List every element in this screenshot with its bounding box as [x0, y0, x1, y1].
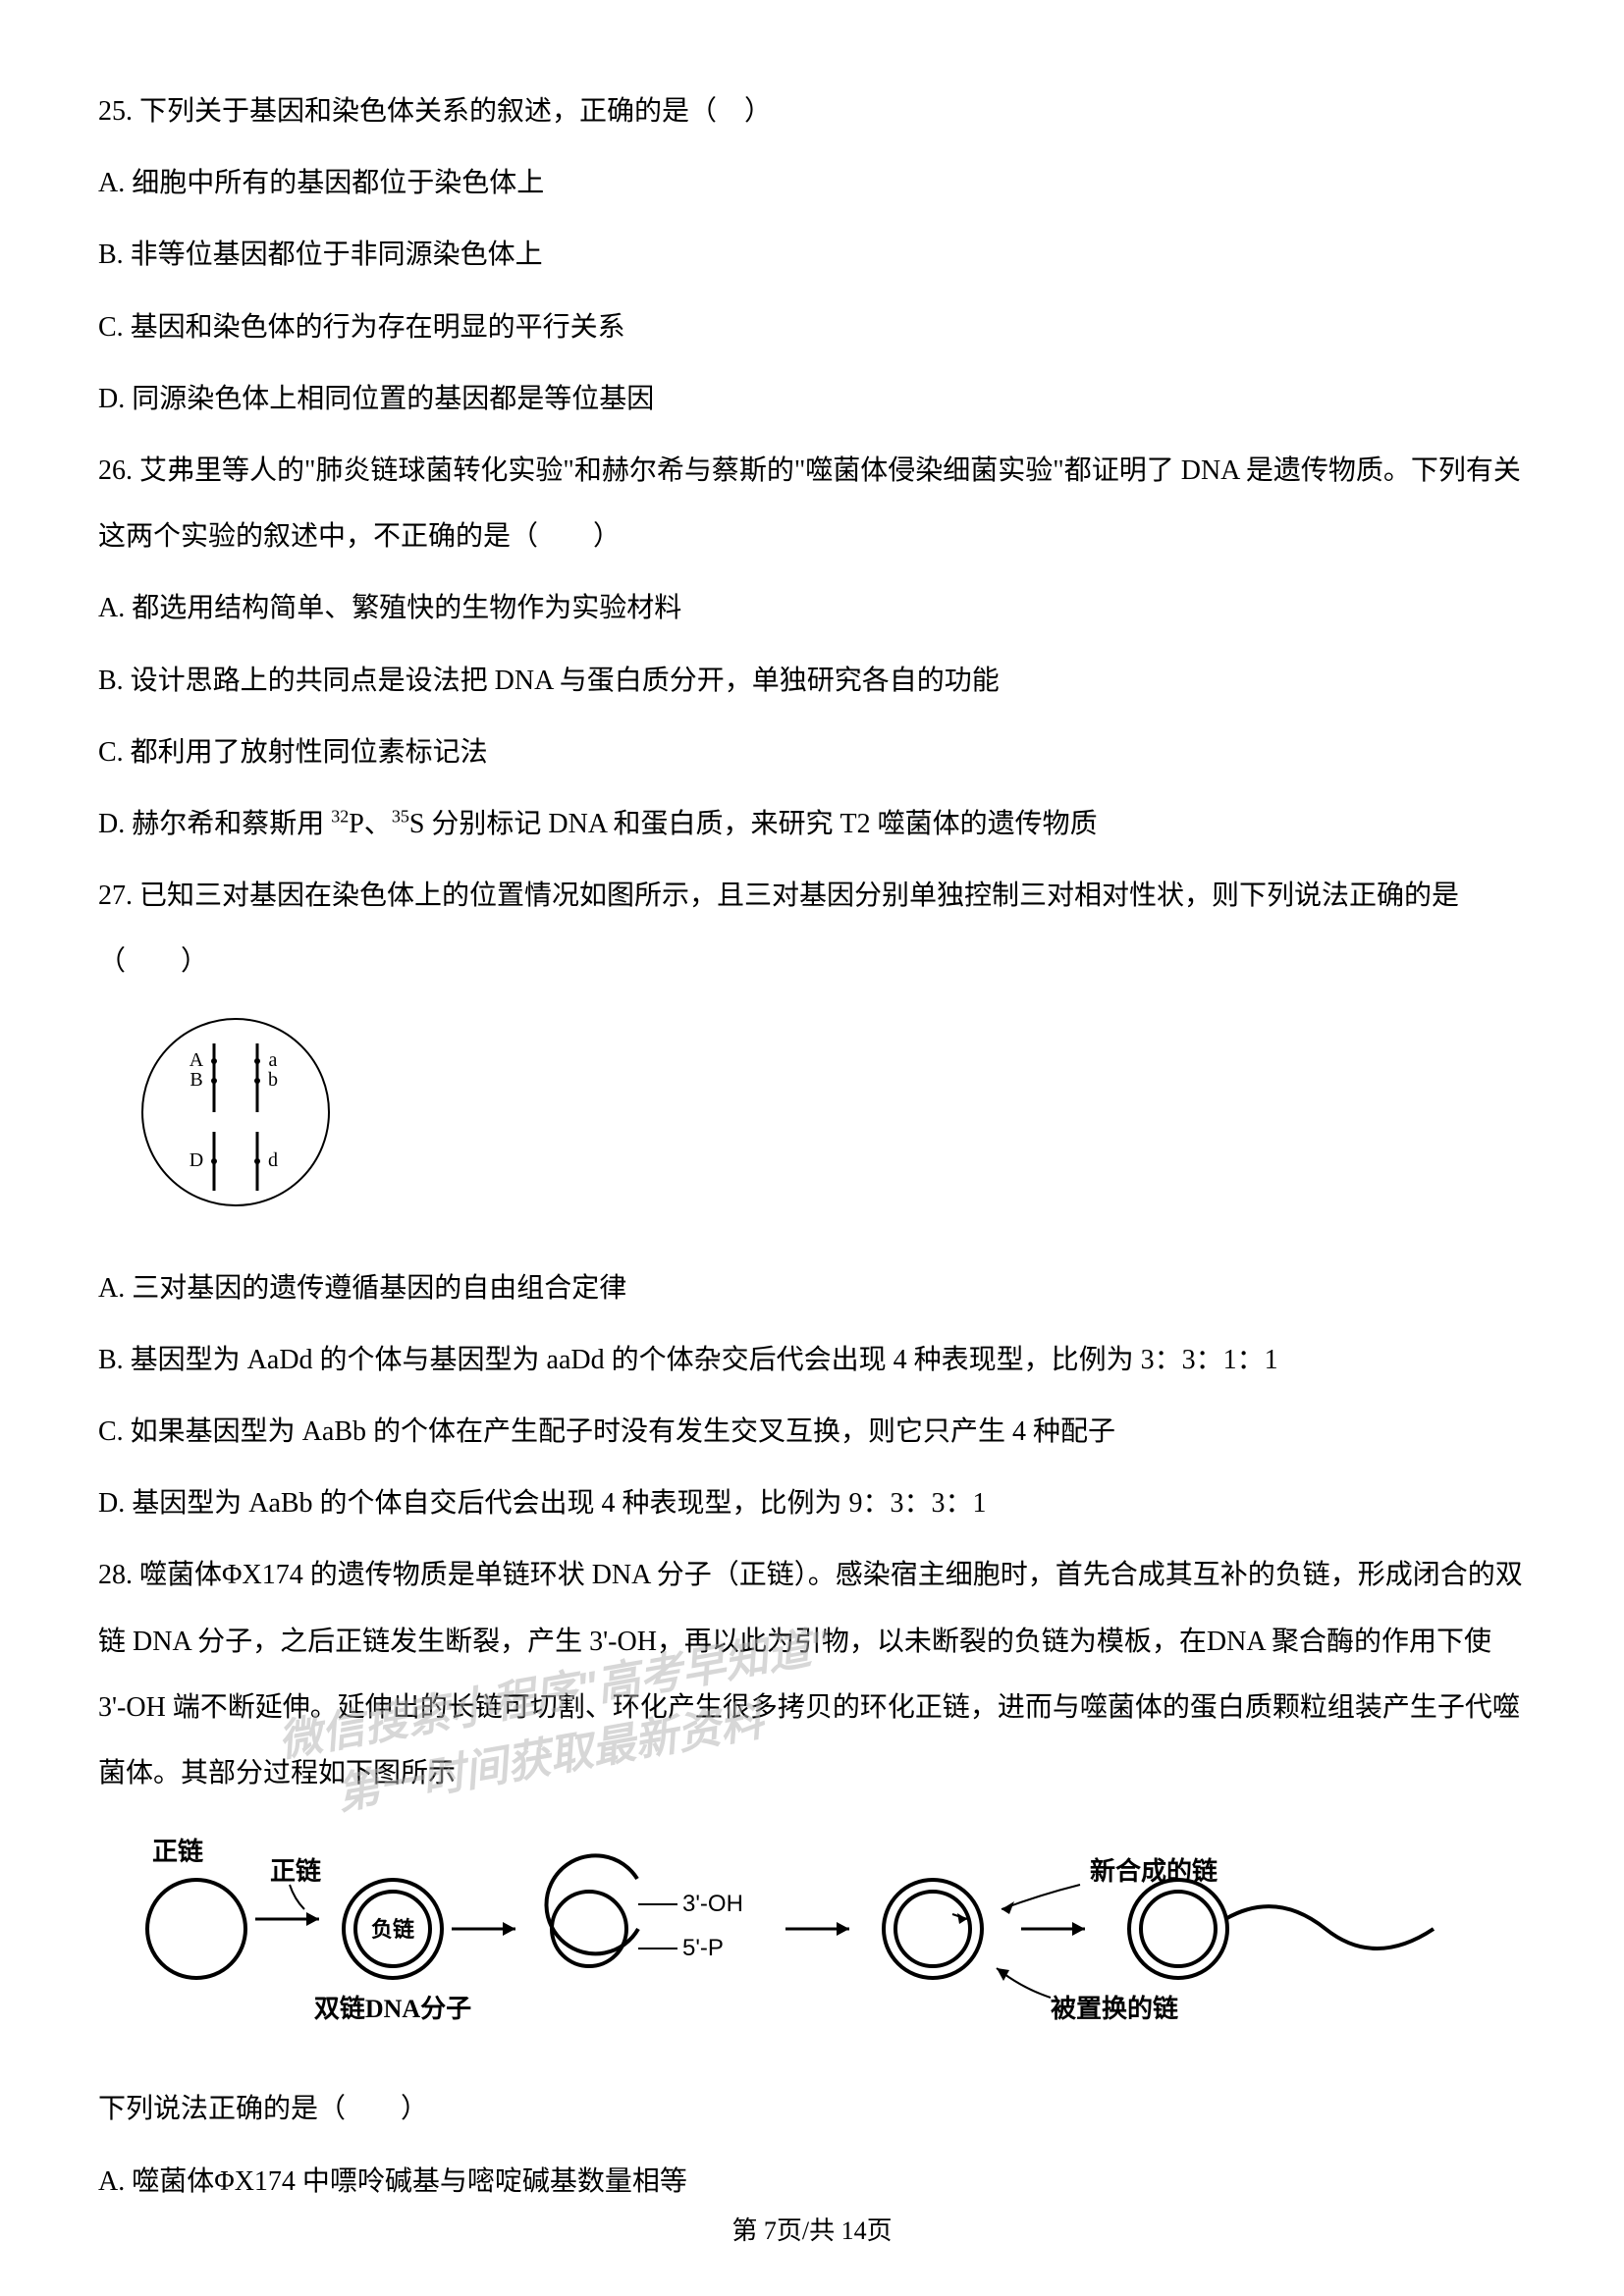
svg-text:5'-P: 5'-P — [682, 1935, 724, 1961]
svg-text:b: b — [268, 1069, 278, 1091]
label-pos-chain-outer: 正链 — [152, 1837, 203, 1866]
q26-stem: 26. 艾弗里等人的"肺炎链球菌转化实验"和赫尔希与蔡斯的"噬菌体侵染细菌实验"… — [98, 438, 1526, 569]
q27-stem: 27. 已知三对基因在染色体上的位置情况如图所示，且三对基因分别单独控制三对相对… — [98, 863, 1526, 994]
q27-option-b: B. 基因型为 AaDd 的个体与基因型为 aaDd 的个体杂交后代会出现 4 … — [98, 1327, 1526, 1393]
q26-option-d: D. 赫尔希和蔡斯用 32P、35S 分别标记 DNA 和蛋白质，来研究 T2 … — [98, 791, 1526, 857]
q27-diagram-container: A B a b D d 微信搜索小程序"高考早知道" 第一时间获取最新资料 — [98, 1004, 1526, 1245]
svg-text:a: a — [269, 1049, 278, 1071]
q26-option-c: C. 都利用了放射性同位素标记法 — [98, 720, 1526, 785]
svg-text:A: A — [189, 1049, 204, 1071]
q28-option-a: A. 噬菌体ΦX174 中嘌呤碱基与嘧啶碱基数量相等 — [98, 2149, 1526, 2215]
svg-text:D: D — [189, 1149, 203, 1171]
q25-option-c: C. 基因和染色体的行为存在明显的平行关系 — [98, 294, 1526, 360]
q25-option-a: A. 细胞中所有的基因都位于染色体上 — [98, 150, 1526, 216]
q25-option-b: B. 非等位基因都位于非同源染色体上 — [98, 222, 1526, 288]
svg-text:B: B — [189, 1069, 202, 1091]
page-footer: 第 7页/共 14页 — [0, 2211, 1624, 2247]
svg-text:新合成的链: 新合成的链 — [1090, 1856, 1218, 1886]
svg-text:双链DNA分子: 双链DNA分子 — [314, 1994, 471, 2023]
chromosome-diagram: A B a b D d — [118, 1004, 363, 1220]
svg-text:负链: 负链 — [371, 1917, 414, 1942]
q28-trailing: 下列说法正确的是（ ） — [98, 2076, 1526, 2142]
svg-text:3'-OH: 3'-OH — [682, 1891, 743, 1917]
q27-option-d: D. 基因型为 AaBb 的个体自交后代会出现 4 种表现型，比例为 9：3：3… — [98, 1470, 1526, 1536]
q25-option-d: D. 同源染色体上相同位置的基因都是等位基因 — [98, 366, 1526, 432]
q26-option-a: A. 都选用结构简单、繁殖快的生物作为实验材料 — [98, 575, 1526, 641]
q26-option-b: B. 设计思路上的共同点是设法把 DNA 与蛋白质分开，单独研究各自的功能 — [98, 648, 1526, 714]
q25-stem: 25. 下列关于基因和染色体关系的叙述，正确的是（ ） — [98, 79, 1526, 144]
dna-replication-diagram: 正链 正链 负链 双链DNA分子 3'-OH 5'-P — [98, 1821, 1526, 2061]
svg-text:正链: 正链 — [270, 1856, 321, 1886]
q28-stem: 28. 噬菌体ΦX174 的遗传物质是单链环状 DNA 分子（正链）。感染宿主细… — [98, 1542, 1526, 1806]
exam-content: 25. 下列关于基因和染色体关系的叙述，正确的是（ ） A. 细胞中所有的基因都… — [98, 79, 1526, 2215]
q27-option-c: C. 如果基因型为 AaBb 的个体在产生配子时没有发生交叉互换，则它只产生 4… — [98, 1399, 1526, 1465]
svg-text:d: d — [268, 1149, 278, 1171]
svg-text:被置换的链: 被置换的链 — [1051, 1994, 1178, 2023]
q27-option-a: A. 三对基因的遗传遵循基因的自由组合定律 — [98, 1255, 1526, 1321]
